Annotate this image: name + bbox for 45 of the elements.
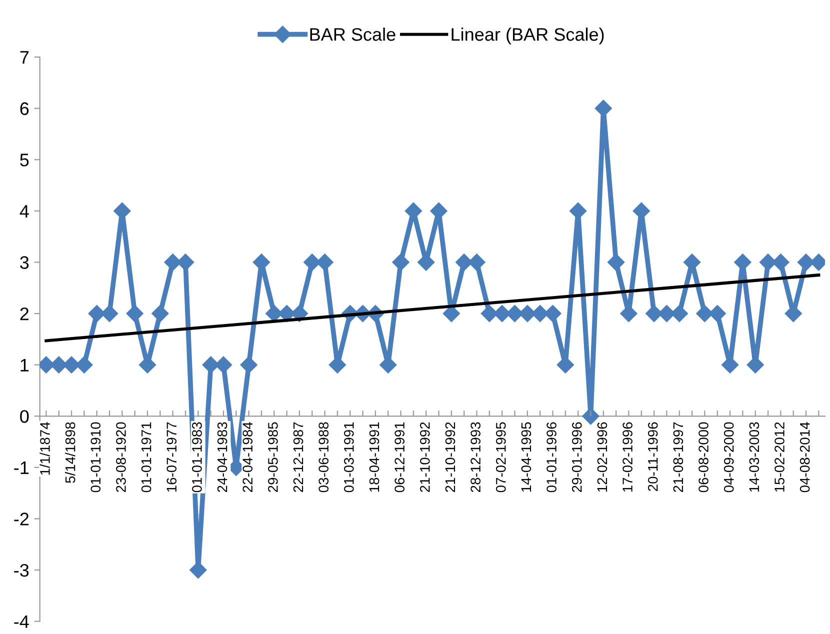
x-tick-label: 07-02-1995 [496,422,506,492]
y-tick-label: -3 [14,564,29,577]
legend-label: Linear (BAR Scale) [452,28,604,44]
x-tick-label: 20-11-1996 [648,422,658,492]
x-tick-label: 06-12-1991 [394,422,404,492]
y-tick-label: 0 [20,410,29,423]
x-tick-label: 04-08-2014 [800,422,810,492]
y-tick-label: -1 [14,462,29,474]
y-tick-label: 2 [20,307,29,320]
x-tick-label: 06-08-2000 [698,422,708,492]
y-tick-label: -4 [14,615,29,628]
x-tick-label: 18-04-1991 [369,422,380,492]
x-tick-label: 12-02-1996 [597,422,608,492]
x-tick-label: 01-01-1996 [546,422,556,492]
x-tick-label: 21-10-1992 [420,422,430,492]
x-tick-label: 29-01-1996 [572,422,582,492]
x-tick-label: 01-01-1983 [192,422,202,492]
x-tick-label: 22-04-1984 [242,422,253,492]
legend-label: BAR Scale [310,28,396,41]
y-tick-label: 4 [20,205,29,218]
x-tick-label: 17-02-1996 [622,422,632,492]
x-tick-label: 1/1/1874 [40,422,50,475]
x-tick-label: 24-04-1983 [217,422,228,492]
y-tick-label: 1 [20,358,29,372]
x-tick-label: 01-03-1991 [344,422,354,492]
y-tick-label: 3 [20,256,29,269]
x-tick-label: 22-12-1987 [293,422,304,492]
x-tick-label: 28-12-1993 [470,422,480,492]
y-tick-label: 5 [20,154,29,166]
y-tick-label: -2 [14,512,29,526]
x-tick-label: 23-08-1920 [116,422,126,492]
x-tick-label: 14-04-1995 [521,422,532,492]
x-tick-label: 29-05-1985 [268,422,278,492]
x-tick-label: 21-10-1992 [445,422,456,492]
y-tick-label: 7 [20,51,29,64]
x-tick-label: 01-01-1971 [141,422,152,492]
x-tick-label: 01-01-1910 [90,422,101,492]
x-tick-label: 5/14/1898 [65,422,76,483]
x-tick-label: 16-07-1977 [166,422,177,492]
x-tick-label: 04-09-2000 [724,422,734,492]
x-tick-label: 15-02-2012 [774,422,784,492]
x-tick-label: 14-03-2003 [749,422,760,492]
x-tick-label: 21-08-1997 [673,422,684,492]
x-tick-label: 03-06-1988 [318,422,329,492]
y-tick-label: 6 [20,102,29,116]
